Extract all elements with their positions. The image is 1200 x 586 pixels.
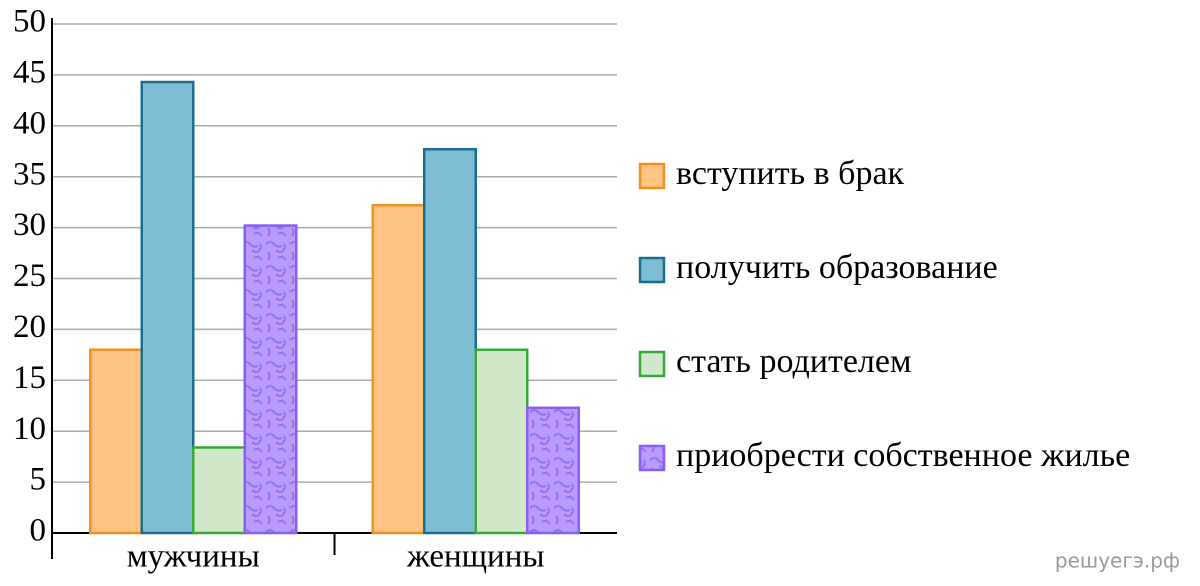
legend-label: вступить в брак (676, 155, 905, 192)
y-tick-label: 30 (13, 207, 46, 243)
watermark: решуегэ.рф (1055, 549, 1180, 573)
bar (192, 446, 246, 535)
legend-label: стать родителем (676, 343, 911, 380)
y-tick-label: 0 (30, 513, 47, 549)
bar (243, 224, 298, 535)
bar (526, 406, 580, 535)
y-tick-label: 5 (30, 462, 47, 498)
y-tick-label: 45 (13, 54, 46, 90)
x-tick-label: мужчины (127, 539, 260, 575)
y-tick-label: 15 (13, 360, 46, 396)
bar (89, 348, 143, 535)
y-tick-label: 40 (13, 105, 46, 141)
bar (140, 80, 195, 535)
bar (474, 348, 529, 535)
legend-swatch (638, 444, 666, 472)
y-tick-label: 25 (13, 258, 46, 294)
y-tick-label: 35 (13, 156, 46, 192)
x-tick-label: женщины (406, 539, 545, 575)
y-tick-label: 50 (13, 4, 46, 40)
bar (423, 147, 477, 535)
legend-swatch (638, 256, 666, 284)
y-tick-label: 20 (13, 309, 46, 345)
y-tick-label: 10 (13, 411, 46, 447)
legend-label: приобрести собственное жилье (676, 437, 1130, 474)
legend-swatch (638, 350, 666, 378)
legend-label: получить образование (676, 249, 998, 286)
bar (371, 203, 426, 535)
legend-swatch (638, 162, 666, 190)
